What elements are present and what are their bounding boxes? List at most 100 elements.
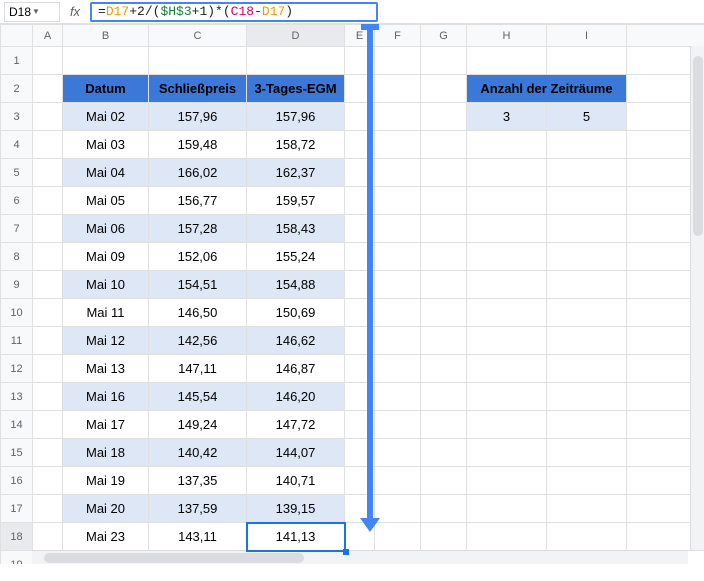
cell[interactable]: Mai 16 xyxy=(63,383,149,411)
cell[interactable]: 145,54 xyxy=(149,383,247,411)
cell[interactable] xyxy=(547,159,627,187)
cell[interactable]: 5 xyxy=(547,103,627,131)
cell[interactable]: Mai 10 xyxy=(63,271,149,299)
row-header[interactable]: 12 xyxy=(1,355,33,383)
cell[interactable] xyxy=(421,215,467,243)
cell[interactable]: Mai 20 xyxy=(63,495,149,523)
cell[interactable] xyxy=(375,103,421,131)
cell[interactable]: 137,35 xyxy=(149,467,247,495)
cell[interactable]: 146,87 xyxy=(247,355,345,383)
cell[interactable] xyxy=(421,495,467,523)
cell[interactable]: 158,43 xyxy=(247,215,345,243)
cell[interactable] xyxy=(33,271,63,299)
cell[interactable] xyxy=(375,523,421,551)
cell[interactable] xyxy=(467,187,547,215)
row-header[interactable]: 16 xyxy=(1,467,33,495)
name-box[interactable]: D18 ▼ xyxy=(4,2,60,22)
cell[interactable]: 157,96 xyxy=(247,103,345,131)
cell[interactable] xyxy=(467,159,547,187)
cell[interactable] xyxy=(345,467,375,495)
row-header[interactable]: 10 xyxy=(1,299,33,327)
fx-icon[interactable]: fx xyxy=(64,4,86,19)
cell[interactable]: Mai 23 xyxy=(63,523,149,551)
cell[interactable]: 140,42 xyxy=(149,439,247,467)
cell[interactable] xyxy=(345,47,375,75)
cell[interactable] xyxy=(33,103,63,131)
cell[interactable]: 155,24 xyxy=(247,243,345,271)
cell[interactable] xyxy=(33,439,63,467)
cell[interactable] xyxy=(345,327,375,355)
cell[interactable]: Mai 17 xyxy=(63,411,149,439)
cell[interactable]: 143,11 xyxy=(149,523,247,551)
cell[interactable] xyxy=(375,439,421,467)
cell[interactable] xyxy=(345,187,375,215)
cell[interactable] xyxy=(547,299,627,327)
row-header[interactable]: 17 xyxy=(1,495,33,523)
cell[interactable]: 149,24 xyxy=(149,411,247,439)
cell[interactable] xyxy=(33,411,63,439)
row-header[interactable]: 2 xyxy=(1,75,33,103)
cell[interactable] xyxy=(33,187,63,215)
cell[interactable] xyxy=(467,327,547,355)
cell[interactable]: Mai 06 xyxy=(63,215,149,243)
cell[interactable] xyxy=(345,131,375,159)
column-header[interactable]: H xyxy=(467,25,547,47)
cell[interactable]: 146,62 xyxy=(247,327,345,355)
cell[interactable] xyxy=(547,495,627,523)
row-header[interactable]: 4 xyxy=(1,131,33,159)
column-header[interactable]: D xyxy=(247,25,345,47)
column-header[interactable]: C xyxy=(149,25,247,47)
cell[interactable]: Mai 02 xyxy=(63,103,149,131)
cell[interactable]: 141,13 xyxy=(247,523,345,551)
cell[interactable] xyxy=(467,47,547,75)
cell[interactable] xyxy=(345,495,375,523)
cell[interactable]: Mai 03 xyxy=(63,131,149,159)
cell[interactable]: 150,69 xyxy=(247,299,345,327)
cell[interactable] xyxy=(547,355,627,383)
cell[interactable] xyxy=(547,327,627,355)
cell[interactable]: Mai 12 xyxy=(63,327,149,355)
cell[interactable]: Mai 09 xyxy=(63,243,149,271)
cell[interactable] xyxy=(467,411,547,439)
cell[interactable] xyxy=(33,299,63,327)
cell[interactable] xyxy=(421,355,467,383)
cell[interactable] xyxy=(467,523,547,551)
cell[interactable] xyxy=(547,131,627,159)
corner-cell[interactable] xyxy=(1,25,33,47)
cell[interactable] xyxy=(421,187,467,215)
row-header[interactable]: 11 xyxy=(1,327,33,355)
row-header[interactable]: 13 xyxy=(1,383,33,411)
cell[interactable] xyxy=(33,467,63,495)
cell[interactable] xyxy=(421,299,467,327)
cell[interactable] xyxy=(467,495,547,523)
cell[interactable] xyxy=(33,495,63,523)
cell[interactable]: Mai 18 xyxy=(63,439,149,467)
horizontal-scrollbar[interactable] xyxy=(32,550,688,564)
cell[interactable]: 159,57 xyxy=(247,187,345,215)
cell[interactable] xyxy=(467,355,547,383)
cell[interactable] xyxy=(547,215,627,243)
cell[interactable] xyxy=(375,243,421,271)
cell[interactable]: Mai 19 xyxy=(63,467,149,495)
cell[interactable]: 137,59 xyxy=(149,495,247,523)
cell[interactable] xyxy=(547,271,627,299)
cell[interactable] xyxy=(33,215,63,243)
cell[interactable]: 157,28 xyxy=(149,215,247,243)
cell[interactable] xyxy=(375,271,421,299)
column-header[interactable]: G xyxy=(421,25,467,47)
cell[interactable] xyxy=(467,215,547,243)
scrollbar-thumb[interactable] xyxy=(44,553,304,563)
cell[interactable] xyxy=(421,467,467,495)
row-header[interactable]: 14 xyxy=(1,411,33,439)
column-header[interactable]: F xyxy=(375,25,421,47)
row-header[interactable]: 7 xyxy=(1,215,33,243)
cell[interactable]: 146,20 xyxy=(247,383,345,411)
cell[interactable] xyxy=(33,131,63,159)
row-header[interactable]: 15 xyxy=(1,439,33,467)
cell[interactable] xyxy=(547,187,627,215)
row-header[interactable]: 19 xyxy=(1,551,33,565)
cell[interactable] xyxy=(421,383,467,411)
cell[interactable]: 146,50 xyxy=(149,299,247,327)
cell[interactable]: 162,37 xyxy=(247,159,345,187)
scrollbar-thumb[interactable] xyxy=(693,56,703,236)
